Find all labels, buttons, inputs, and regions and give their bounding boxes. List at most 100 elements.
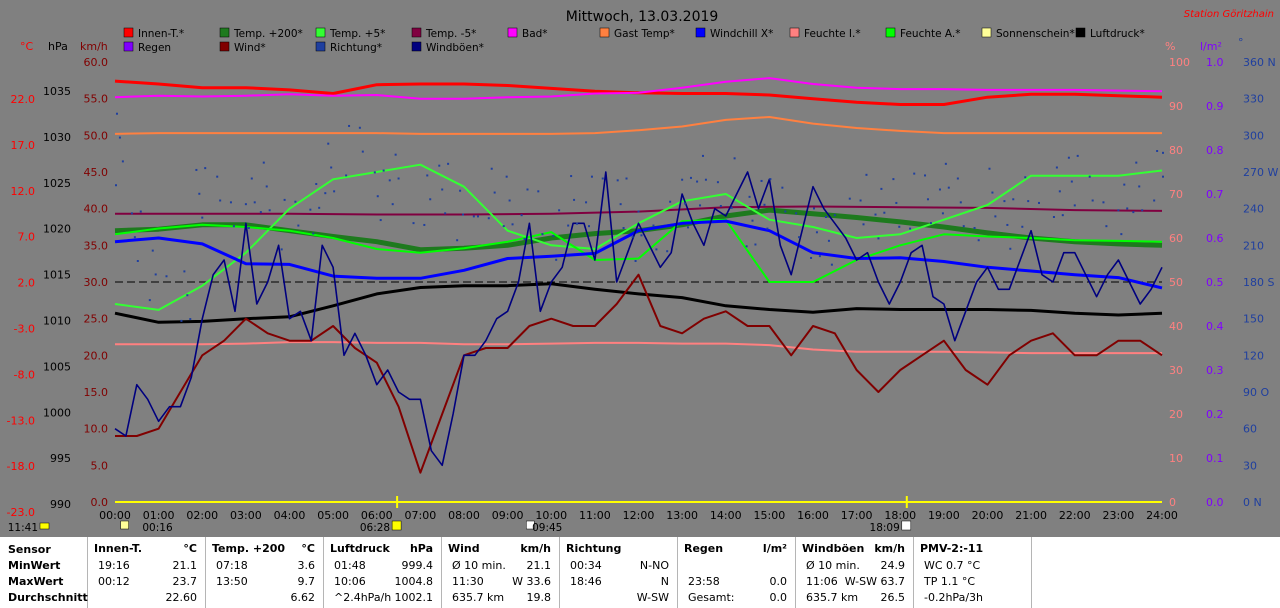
moonrise-time: 00:16 — [142, 522, 173, 534]
legend-swatch — [123, 41, 134, 52]
direction-point — [704, 178, 707, 181]
summary-table: Sensor MinWert MaxWert Durchschnitt Innen-T.… — [0, 537, 1280, 608]
direction-point — [588, 225, 591, 228]
direction-point — [195, 168, 198, 171]
direction-point — [262, 161, 265, 164]
summary-column-title: Windböen — [802, 542, 865, 555]
lm2-tick-label: 0.0 — [1206, 496, 1224, 509]
direction-point — [391, 203, 394, 206]
direction-point — [824, 216, 827, 218]
series-line — [114, 116, 1162, 135]
summary-cell-left: -0.2hPa/3h — [924, 591, 983, 604]
direction-point — [265, 185, 268, 188]
direction-point — [687, 226, 690, 229]
direction-point — [701, 154, 704, 157]
direction-point — [456, 239, 459, 242]
direction-point — [1037, 201, 1040, 204]
direction-point — [956, 177, 959, 180]
direction-point — [1162, 151, 1164, 154]
legend-swatch — [885, 27, 896, 38]
direction-point — [426, 174, 429, 177]
series-line — [115, 341, 1162, 355]
legend-label: Richtung* — [330, 42, 382, 54]
direction-point — [666, 250, 669, 253]
moonset-time: 09:45 — [532, 522, 562, 534]
direction-point — [121, 160, 124, 163]
summary-cell-left: 10:06 — [334, 575, 366, 588]
summary-cell-left: 18:46 — [570, 575, 602, 588]
kmh-tick-label: 45.0 — [84, 166, 109, 179]
direction-point — [760, 179, 763, 182]
direction-point — [297, 224, 300, 227]
summary-column-title: Temp. +200 — [212, 542, 286, 555]
x-tick-label: 07:00 — [405, 509, 437, 522]
legend-swatch — [599, 27, 610, 38]
direction-point — [745, 245, 748, 248]
direction-point — [502, 225, 505, 228]
direction-point — [280, 248, 283, 251]
axis-unit-labels: °C hPa km/h % l/m² ° — [20, 36, 1244, 53]
legend-swatch — [695, 27, 706, 38]
direction-point — [324, 192, 327, 195]
direction-point — [748, 195, 751, 198]
direction-point — [795, 212, 798, 215]
direction-point — [959, 201, 962, 204]
direction-point — [189, 318, 192, 321]
direction-point — [1123, 183, 1126, 186]
sunrise-time: 06:28 — [360, 522, 390, 534]
direction-point — [1088, 175, 1091, 178]
summary-cell-value: 3.6 — [297, 559, 316, 572]
direction-point — [283, 198, 286, 201]
direction-point — [830, 263, 833, 266]
direction-point — [1012, 198, 1015, 201]
kmh-tick-label: 55.0 — [84, 93, 109, 106]
direction-point — [1073, 204, 1076, 207]
percent-tick-label: 20 — [1169, 408, 1183, 421]
direction-point — [232, 225, 235, 228]
celsius-tick-label: -8.0 — [14, 368, 35, 381]
direction-point — [118, 136, 121, 139]
direction-point — [472, 215, 475, 218]
summary-cell-left: Ø 10 min. — [806, 559, 860, 572]
percent-tick-label: 80 — [1169, 144, 1183, 157]
series-line — [114, 77, 1163, 100]
degree-tick-label: 0 N — [1243, 496, 1262, 509]
direction-point — [689, 176, 692, 179]
kmh-tick-label: 20.0 — [84, 349, 109, 362]
lm2-tick-label: 0.1 — [1206, 452, 1224, 465]
percent-unit: % — [1165, 40, 1175, 53]
x-tick-label: 11:00 — [579, 509, 611, 522]
direction-point — [1058, 190, 1061, 193]
direction-point — [883, 211, 886, 214]
direction-point — [926, 198, 929, 201]
direction-point — [312, 232, 315, 235]
direction-point — [493, 191, 496, 194]
legend-swatch — [411, 27, 422, 38]
summary-column-unit: km/h — [874, 542, 905, 555]
percent-tick-label: 40 — [1169, 320, 1183, 333]
direction-point — [373, 171, 376, 174]
direction-point — [988, 167, 991, 170]
legend-label: Innen-T.* — [138, 28, 184, 40]
percent-tick-label: 0 — [1169, 496, 1176, 509]
direction-point — [924, 174, 927, 177]
direction-point — [459, 189, 462, 192]
kmh-tick-label: 5.0 — [91, 459, 109, 472]
summary-column: Richtung 00:34 N-NO 18:46 N W-SW — [560, 537, 678, 608]
lm2-tick-label: 0.2 — [1206, 408, 1224, 421]
direction-point — [880, 187, 883, 190]
legend: Innen-T.* Temp. +200* Temp. +5* Temp. -5* Ba… — [123, 27, 1145, 54]
direction-point — [833, 214, 836, 217]
direction-point — [874, 213, 877, 216]
legend-swatch — [315, 41, 326, 52]
degree-tick-label: 150 — [1243, 313, 1264, 326]
direction-point — [730, 206, 733, 209]
axes: 60.0 55.0 50.0 45.0 40.0 35.0 30.0 25.0 20.0 15.0… — [7, 56, 1279, 519]
summary-cell-left: Gesamt: — [688, 591, 735, 604]
lm2-tick-label: 0.9 — [1206, 100, 1224, 113]
summary-cell-value: 1004.8 — [394, 575, 434, 588]
direction-point — [558, 209, 561, 212]
direction-point — [397, 177, 400, 180]
direction-point — [1117, 209, 1120, 212]
summary-column: PMV-2:-11 WC 0.7 °C TP 1.1 °C -0.2hPa/3h — [914, 537, 1032, 608]
